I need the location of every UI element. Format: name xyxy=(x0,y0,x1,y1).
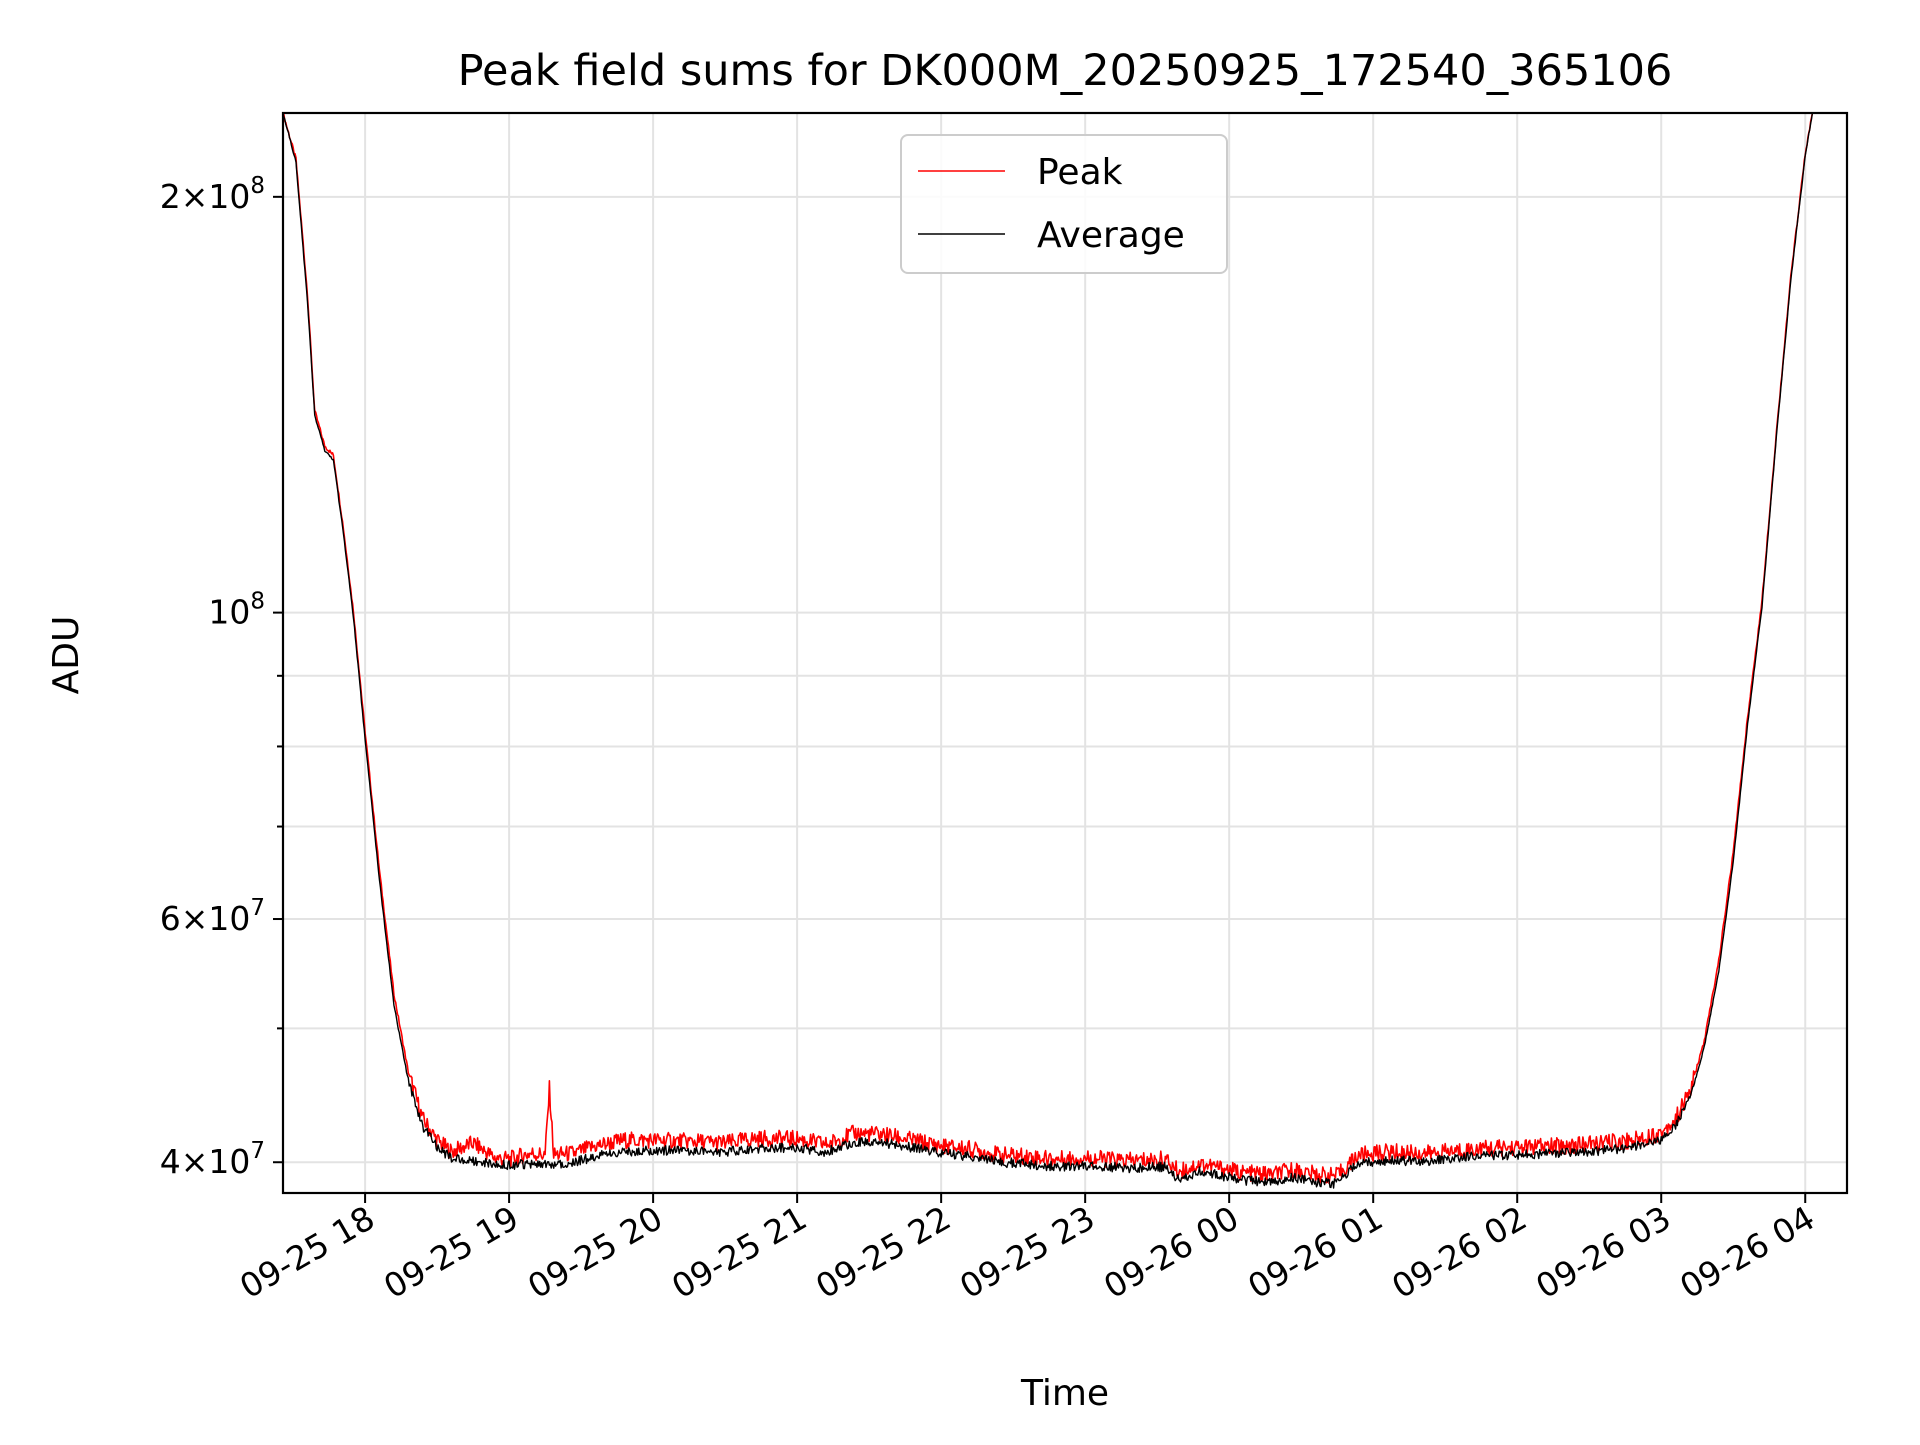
y-tick-label: 108 xyxy=(208,589,265,632)
y-tick-label: 4×107 xyxy=(160,1138,265,1181)
legend-peak-label: Peak xyxy=(1037,152,1123,193)
series-layer xyxy=(282,112,1814,1189)
legend-box xyxy=(900,134,1228,274)
x-axis-label: Time xyxy=(1020,1373,1109,1414)
y-tick-label: 2×108 xyxy=(160,173,265,216)
series-peak-line xyxy=(282,112,1814,1185)
series-average-line xyxy=(282,112,1814,1189)
y-tick-label: 6×107 xyxy=(160,895,265,938)
grid-layer xyxy=(283,113,1847,1193)
plot-frame xyxy=(281,111,1849,1195)
y-axis-label: ADU xyxy=(46,616,87,695)
legend-average-label: Average xyxy=(1037,215,1185,256)
chart-title: Peak field sums for DK000M_20250925_1725… xyxy=(458,46,1673,96)
legend: Peak Average xyxy=(900,134,1228,274)
